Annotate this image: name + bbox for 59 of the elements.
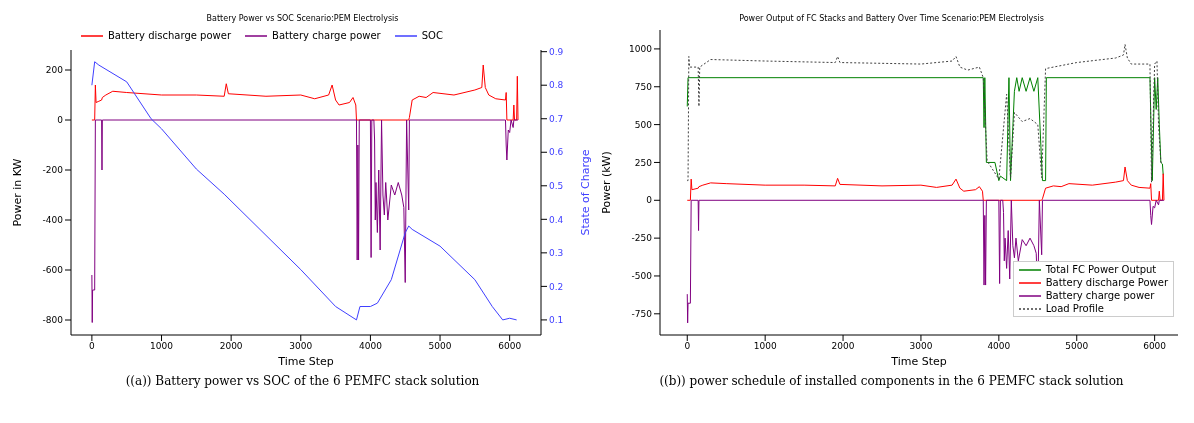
x-tick-label: 5000 [428,341,452,352]
y2-tick-label: 0.3 [549,248,564,259]
x-axis-title: Time Step [890,355,947,368]
x-tick-label: 1000 [150,341,174,352]
y2-tick-label: 0.5 [549,180,564,191]
y-tick-label: 0 [646,195,653,206]
legend-label: Battery charge power [1045,290,1155,301]
x-tick-label: 4000 [987,341,1011,352]
legend-label: SOC [421,30,443,41]
y-tick-label: -250 [631,233,653,244]
line-series [686,77,1164,182]
y-tick-label: 200 [45,65,64,76]
y-axis-title: Power (kW) [599,151,613,214]
y-tick-label: 1000 [629,44,653,55]
y2-tick-label: 0.9 [549,46,564,57]
x-tick-label: 2000 [831,341,855,352]
y-tick-label: -800 [42,315,64,326]
line-series [686,166,1165,201]
line-series [91,119,519,323]
y2-axis-title: State of Charge [578,149,592,236]
y2-tick-label: 0.7 [549,113,564,124]
y-tick-label: -200 [42,165,64,176]
y-tick-label: 500 [634,119,653,130]
x-tick-label: 2000 [219,341,243,352]
y-tick-label: 250 [634,157,653,168]
x-axis-title: Time Step [277,355,334,368]
chart-title: Power Output of FC Stacks and Battery Over Time Scenario:PEM Electrolysis [738,14,1045,23]
y-tick-label: -400 [42,215,64,226]
y2-tick-label: 0.8 [549,80,564,91]
legend-label: Battery discharge power [108,30,232,41]
x-tick-label: 3000 [909,341,933,352]
y2-tick-label: 0.1 [549,315,564,326]
chart-title: Battery Power vs SOC Scenario:PEM Electrolysis [205,14,400,23]
legend-label: Total FC Power Output [1045,264,1157,275]
x-tick-label: 3000 [289,341,313,352]
x-tick-label: 6000 [498,341,522,352]
x-tick-label: 4000 [358,341,383,352]
x-tick-label: 0 [684,341,691,352]
legend-label: Load Profile [1045,303,1104,314]
line-series [686,43,1163,183]
y-axis-title: Power in KW [10,158,24,227]
y2-tick-label: 0.4 [549,214,564,225]
x-tick-label: 6000 [1143,341,1167,352]
legend-label: Battery charge power [272,30,381,41]
y-tick-label: 0 [57,115,64,126]
y-tick-label: 750 [634,81,653,92]
y-tick-label: -500 [631,271,653,282]
line-series [91,64,519,121]
line-series [91,61,518,321]
y2-tick-label: 0.2 [549,281,564,292]
y2-tick-label: 0.6 [549,147,564,158]
x-tick-label: 5000 [1065,341,1089,352]
x-tick-label: 0 [89,341,96,352]
y-tick-label: -750 [631,309,653,319]
text: ((b)) power schedule of installed components in the 6 PEMFC stack solution [658,373,1125,388]
text: ((a)) Battery power vs SOC of the 6 PEMFC stack solution [124,373,481,388]
y-tick-label: -600 [42,265,64,276]
x-tick-label: 1000 [753,341,777,352]
legend-label: Battery discharge Power [1045,277,1168,288]
